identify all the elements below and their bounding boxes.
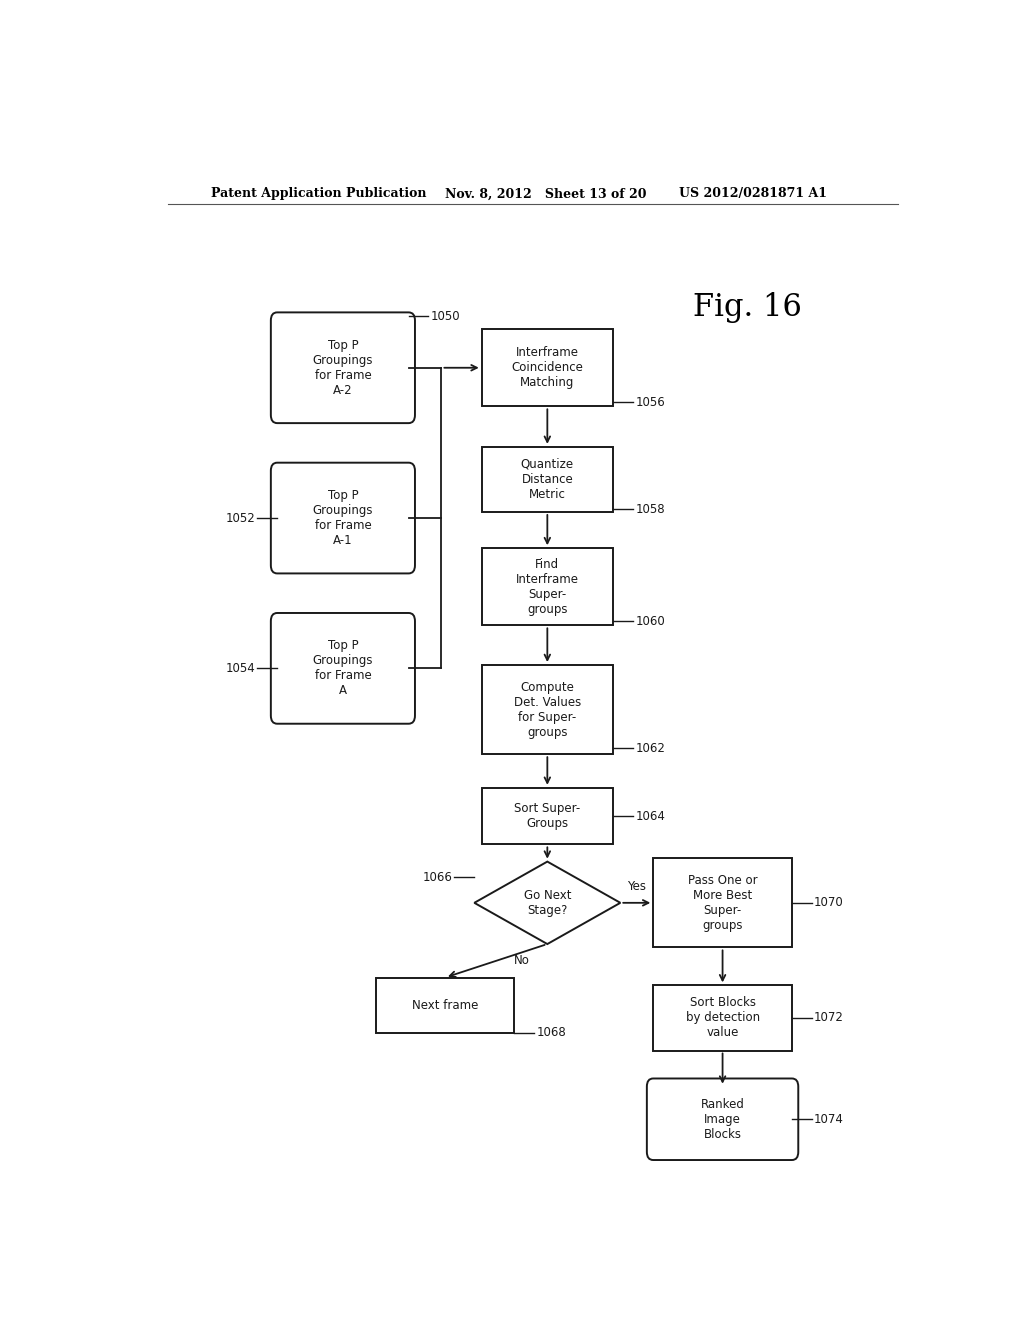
FancyBboxPatch shape	[647, 1078, 799, 1160]
Text: US 2012/0281871 A1: US 2012/0281871 A1	[679, 187, 826, 201]
Text: Next frame: Next frame	[412, 998, 478, 1011]
Text: Ranked
Image
Blocks: Ranked Image Blocks	[700, 1098, 744, 1140]
Text: 1072: 1072	[814, 1011, 844, 1024]
Text: 1062: 1062	[635, 742, 666, 755]
FancyBboxPatch shape	[481, 446, 613, 512]
Text: 1068: 1068	[537, 1026, 566, 1039]
FancyBboxPatch shape	[481, 329, 613, 407]
FancyBboxPatch shape	[653, 858, 792, 948]
Text: Find
Interframe
Super-
groups: Find Interframe Super- groups	[516, 558, 579, 615]
Polygon shape	[474, 862, 621, 944]
FancyBboxPatch shape	[376, 978, 514, 1032]
Text: 1058: 1058	[635, 503, 665, 516]
Text: Fig. 16: Fig. 16	[693, 292, 802, 323]
Text: Top P
Groupings
for Frame
A: Top P Groupings for Frame A	[312, 639, 373, 697]
Text: Yes: Yes	[628, 879, 646, 892]
Text: Pass One or
More Best
Super-
groups: Pass One or More Best Super- groups	[688, 874, 758, 932]
Text: Go Next
Stage?: Go Next Stage?	[523, 888, 571, 917]
FancyBboxPatch shape	[270, 463, 415, 573]
Text: Interframe
Coincidence
Matching: Interframe Coincidence Matching	[511, 346, 584, 389]
Text: Sort Blocks
by detection
value: Sort Blocks by detection value	[685, 997, 760, 1039]
FancyBboxPatch shape	[270, 612, 415, 723]
Text: Quantize
Distance
Metric: Quantize Distance Metric	[521, 458, 573, 500]
Text: 1070: 1070	[814, 896, 844, 909]
FancyBboxPatch shape	[481, 665, 613, 754]
Text: 1054: 1054	[225, 661, 255, 675]
Text: 1060: 1060	[635, 615, 665, 627]
Text: Compute
Det. Values
for Super-
groups: Compute Det. Values for Super- groups	[514, 681, 581, 739]
Text: 1056: 1056	[635, 396, 665, 409]
Text: Top P
Groupings
for Frame
A-1: Top P Groupings for Frame A-1	[312, 488, 373, 546]
FancyBboxPatch shape	[270, 313, 415, 424]
Text: 1074: 1074	[814, 1113, 844, 1126]
Text: 1066: 1066	[422, 871, 453, 883]
Text: 1050: 1050	[431, 310, 461, 322]
Text: 1064: 1064	[635, 809, 666, 822]
Text: No: No	[514, 954, 529, 968]
Text: Patent Application Publication: Patent Application Publication	[212, 187, 427, 201]
FancyBboxPatch shape	[481, 548, 613, 626]
Text: Top P
Groupings
for Frame
A-2: Top P Groupings for Frame A-2	[312, 339, 373, 397]
FancyBboxPatch shape	[653, 985, 792, 1051]
Text: Sort Super-
Groups: Sort Super- Groups	[514, 803, 581, 830]
Text: 1052: 1052	[225, 512, 255, 524]
Text: Nov. 8, 2012   Sheet 13 of 20: Nov. 8, 2012 Sheet 13 of 20	[445, 187, 646, 201]
FancyBboxPatch shape	[481, 788, 613, 845]
